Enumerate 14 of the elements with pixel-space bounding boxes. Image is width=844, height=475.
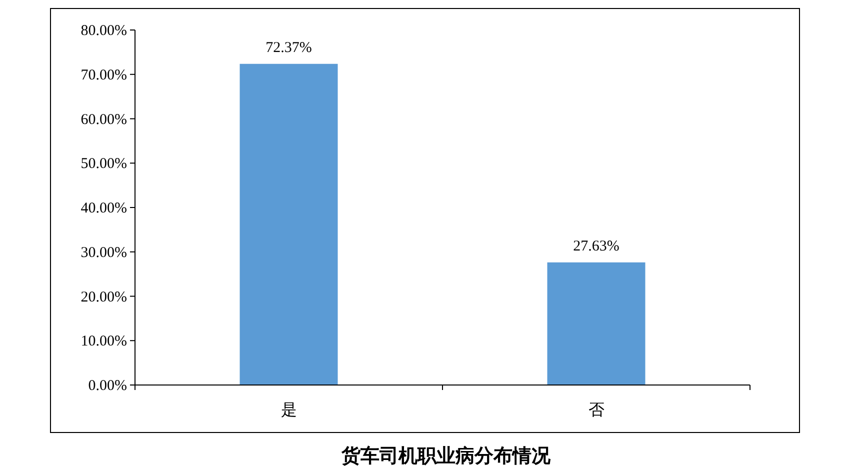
data-label: 27.63%	[573, 238, 620, 254]
y-tick-label: 60.00%	[80, 112, 127, 128]
data-label: 72.37%	[266, 40, 312, 56]
y-tick-label: 0.00%	[88, 378, 127, 394]
y-tick-label: 20.00%	[80, 289, 127, 306]
y-tick-label: 50.00%	[80, 156, 127, 172]
y-tick-label: 80.00%	[80, 23, 127, 39]
y-tick-label: 30.00%	[80, 244, 127, 261]
x-tick-label: 是	[280, 402, 297, 419]
y-tick-label: 70.00%	[80, 67, 127, 84]
y-tick-label: 10.00%	[80, 334, 127, 350]
text: 货车司机职业病分布情况	[340, 445, 552, 467]
x-tick-label: 否	[588, 402, 604, 419]
y-tick-label: 40.00%	[80, 200, 127, 216]
